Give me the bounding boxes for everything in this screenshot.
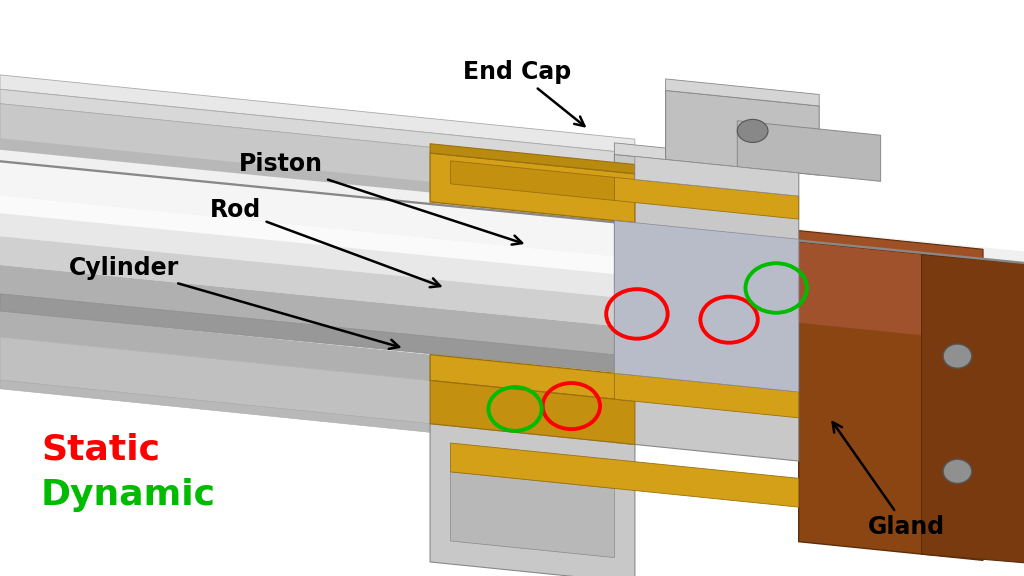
- Text: Gland: Gland: [833, 422, 945, 539]
- Polygon shape: [430, 153, 635, 223]
- Polygon shape: [614, 154, 799, 461]
- Polygon shape: [0, 380, 635, 453]
- Polygon shape: [799, 230, 983, 261]
- Polygon shape: [430, 424, 635, 576]
- Text: Rod: Rod: [210, 198, 440, 287]
- Polygon shape: [451, 161, 614, 200]
- Ellipse shape: [943, 344, 972, 368]
- Polygon shape: [451, 472, 614, 558]
- Polygon shape: [799, 242, 983, 560]
- Text: Dynamic: Dynamic: [41, 478, 216, 513]
- Polygon shape: [0, 161, 1024, 300]
- Polygon shape: [0, 213, 1024, 340]
- Polygon shape: [0, 236, 1024, 369]
- Polygon shape: [614, 373, 799, 418]
- Polygon shape: [799, 242, 983, 342]
- Polygon shape: [0, 156, 635, 226]
- Polygon shape: [737, 121, 881, 181]
- Polygon shape: [614, 143, 799, 173]
- Polygon shape: [0, 196, 1024, 317]
- Polygon shape: [0, 75, 635, 154]
- Ellipse shape: [943, 459, 972, 483]
- Polygon shape: [666, 79, 819, 106]
- Polygon shape: [0, 150, 1024, 265]
- Polygon shape: [0, 311, 614, 399]
- Text: Piston: Piston: [239, 152, 522, 245]
- Polygon shape: [430, 144, 635, 174]
- Polygon shape: [0, 337, 635, 445]
- Polygon shape: [0, 265, 1024, 397]
- Text: Static: Static: [41, 432, 160, 467]
- Polygon shape: [922, 255, 1024, 564]
- Polygon shape: [0, 89, 635, 168]
- Polygon shape: [614, 177, 799, 219]
- Polygon shape: [451, 443, 799, 507]
- Polygon shape: [666, 90, 819, 175]
- Polygon shape: [635, 157, 799, 196]
- Ellipse shape: [737, 119, 768, 142]
- Polygon shape: [0, 294, 1024, 415]
- Polygon shape: [0, 138, 614, 222]
- Polygon shape: [0, 104, 635, 220]
- Polygon shape: [430, 381, 635, 445]
- Text: End Cap: End Cap: [463, 60, 585, 126]
- Polygon shape: [430, 355, 635, 401]
- Polygon shape: [0, 160, 1024, 266]
- Text: Cylinder: Cylinder: [69, 256, 399, 349]
- Polygon shape: [614, 221, 799, 392]
